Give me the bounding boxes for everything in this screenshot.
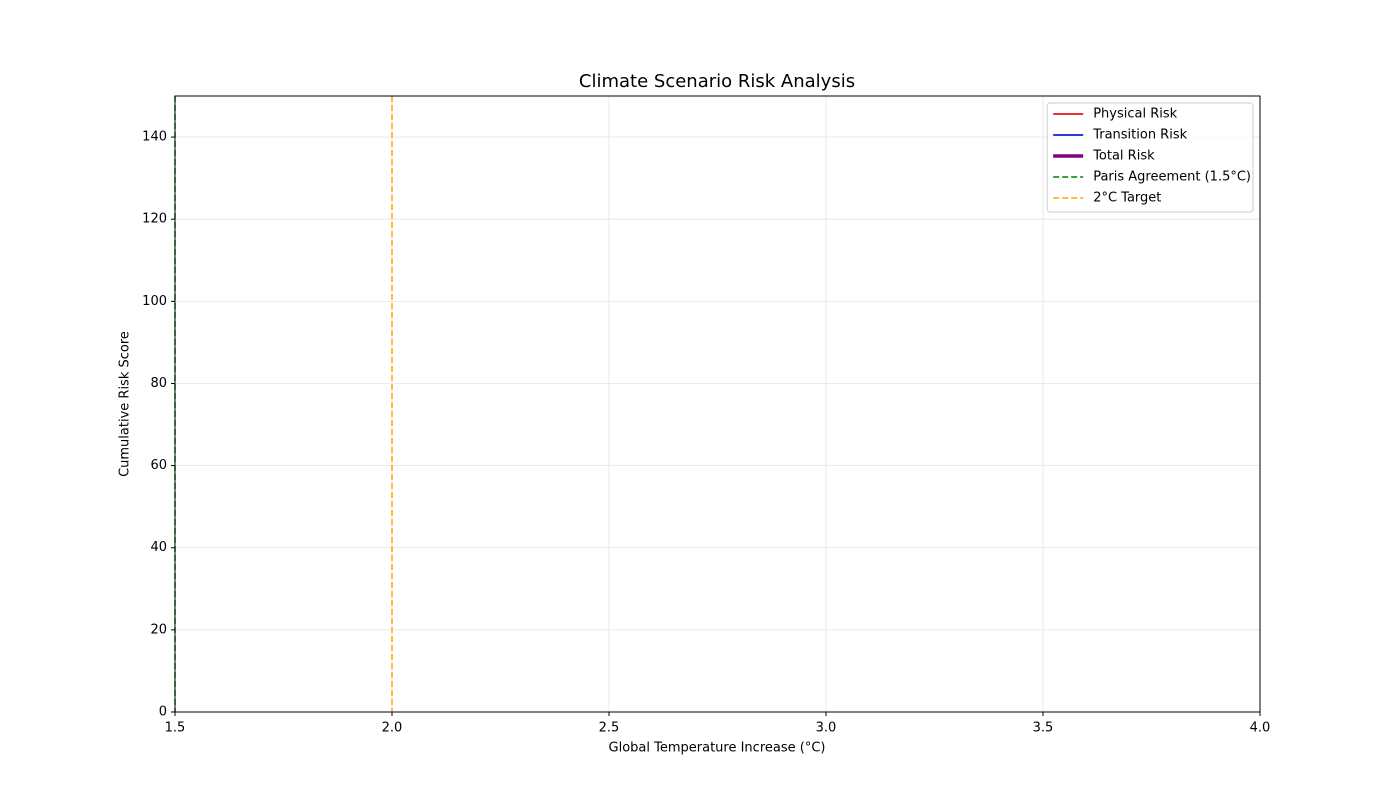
y-tick-label: 140	[142, 130, 167, 145]
legend-label: Paris Agreement (1.5°C)	[1093, 170, 1251, 185]
y-tick-label: 100	[142, 294, 167, 309]
x-tick-label: 4.0	[1250, 721, 1271, 736]
x-axis-label: Global Temperature Increase (°C)	[609, 741, 826, 756]
legend: Physical Risk Transition Risk Total Risk Pa…	[1046, 102, 1254, 213]
y-tick-label: 80	[150, 376, 167, 391]
y-tick-label: 0	[159, 705, 167, 720]
chart-title: Climate Scenario Risk Analysis	[579, 71, 855, 92]
y-tick-label: 40	[150, 540, 167, 555]
y-tick-label: 120	[142, 212, 167, 227]
y-tick-label: 60	[150, 458, 167, 473]
x-tick-label: 3.0	[816, 721, 837, 736]
x-tick-label: 1.5	[165, 721, 186, 736]
y-tick-label: 20	[150, 622, 167, 637]
legend-box	[1046, 102, 1254, 213]
x-tick-label: 3.5	[1033, 721, 1054, 736]
legend-label: Total Risk	[1092, 149, 1155, 164]
legend-label: 2°C Target	[1093, 191, 1161, 206]
y-axis-label: Cumulative Risk Score	[118, 331, 133, 477]
legend-label: Physical Risk	[1093, 107, 1177, 122]
x-tick-label: 2.5	[599, 721, 620, 736]
legend-label: Transition Risk	[1092, 128, 1187, 143]
plot-frame	[174, 95, 1261, 713]
x-tick-label: 2.0	[382, 721, 403, 736]
